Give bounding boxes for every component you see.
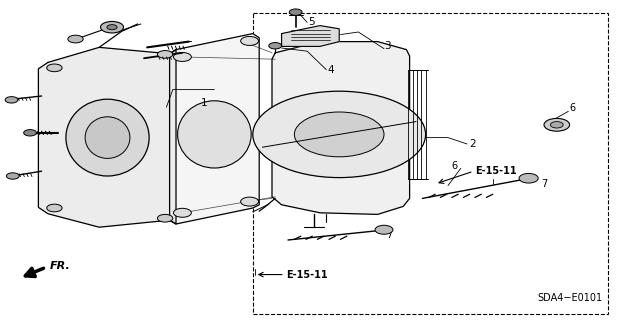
Circle shape [6, 173, 19, 179]
Polygon shape [282, 26, 339, 46]
Circle shape [173, 208, 191, 217]
Polygon shape [170, 34, 259, 224]
Polygon shape [38, 47, 176, 227]
Circle shape [47, 204, 62, 212]
Text: E-15-11: E-15-11 [475, 165, 516, 176]
Circle shape [24, 130, 36, 136]
Circle shape [550, 122, 563, 128]
Circle shape [519, 173, 538, 183]
Text: FR.: FR. [50, 261, 70, 271]
Circle shape [107, 25, 117, 30]
Circle shape [173, 52, 191, 61]
Ellipse shape [85, 117, 130, 158]
Text: SDA4−E0101: SDA4−E0101 [537, 292, 602, 303]
Text: 6: 6 [452, 161, 458, 172]
Text: 6: 6 [570, 103, 576, 113]
Circle shape [241, 36, 259, 45]
Circle shape [68, 35, 83, 43]
Text: 7: 7 [387, 229, 393, 240]
Circle shape [157, 51, 173, 58]
Circle shape [100, 21, 124, 33]
Circle shape [269, 43, 282, 49]
Text: E-15-11: E-15-11 [286, 269, 328, 280]
Circle shape [544, 118, 570, 131]
Text: 7: 7 [541, 179, 547, 189]
Circle shape [157, 214, 173, 222]
Circle shape [375, 225, 393, 234]
Circle shape [289, 9, 302, 15]
Bar [253, 13, 608, 314]
Text: 4: 4 [328, 65, 334, 75]
Circle shape [47, 64, 62, 72]
Circle shape [5, 97, 18, 103]
Circle shape [241, 197, 259, 206]
Ellipse shape [66, 99, 149, 176]
Text: 2: 2 [469, 139, 476, 149]
Text: 3: 3 [384, 41, 390, 52]
Circle shape [294, 112, 384, 157]
Text: 1: 1 [201, 98, 207, 108]
Circle shape [253, 91, 426, 178]
Ellipse shape [178, 101, 252, 168]
Polygon shape [272, 42, 410, 214]
Text: 5: 5 [308, 17, 315, 28]
